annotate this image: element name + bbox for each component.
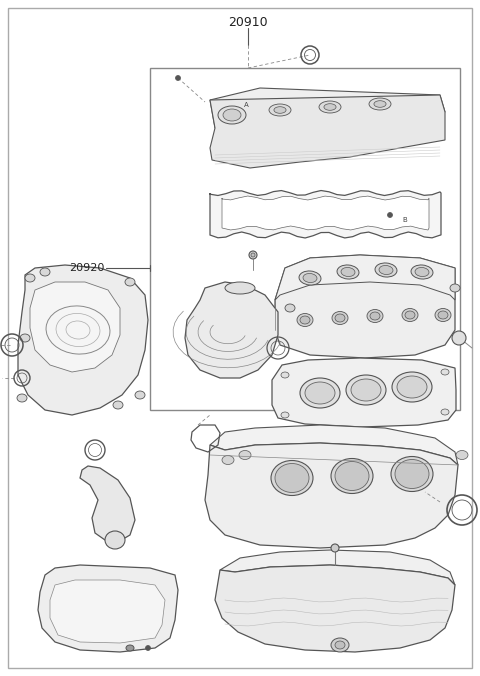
Ellipse shape	[135, 391, 145, 399]
Ellipse shape	[387, 212, 393, 218]
Ellipse shape	[391, 456, 433, 491]
Ellipse shape	[367, 310, 383, 322]
Ellipse shape	[402, 308, 418, 322]
Polygon shape	[210, 95, 445, 168]
Polygon shape	[272, 358, 456, 427]
Ellipse shape	[335, 314, 345, 322]
Ellipse shape	[392, 372, 432, 402]
Ellipse shape	[395, 460, 429, 489]
Polygon shape	[210, 88, 445, 135]
Text: A: A	[244, 102, 248, 108]
Ellipse shape	[223, 109, 241, 121]
Ellipse shape	[452, 331, 466, 345]
Polygon shape	[275, 255, 455, 300]
Polygon shape	[18, 265, 148, 415]
Ellipse shape	[281, 412, 289, 418]
Ellipse shape	[415, 268, 429, 276]
Ellipse shape	[271, 460, 313, 496]
Ellipse shape	[405, 311, 415, 319]
Polygon shape	[222, 196, 429, 230]
Ellipse shape	[125, 278, 135, 286]
Polygon shape	[80, 466, 135, 542]
Ellipse shape	[303, 274, 317, 283]
Text: B: B	[403, 217, 408, 223]
Ellipse shape	[331, 458, 373, 493]
Ellipse shape	[397, 376, 427, 398]
Ellipse shape	[331, 544, 339, 552]
Ellipse shape	[375, 263, 397, 277]
Ellipse shape	[332, 312, 348, 324]
Ellipse shape	[335, 641, 345, 649]
Ellipse shape	[269, 104, 291, 116]
Ellipse shape	[369, 98, 391, 110]
Ellipse shape	[25, 274, 35, 282]
Ellipse shape	[335, 462, 369, 491]
Polygon shape	[30, 282, 120, 372]
Ellipse shape	[346, 375, 386, 405]
Ellipse shape	[249, 251, 257, 259]
Ellipse shape	[351, 379, 381, 401]
Ellipse shape	[222, 456, 234, 464]
Ellipse shape	[299, 271, 321, 285]
Polygon shape	[205, 443, 458, 548]
Ellipse shape	[281, 372, 289, 378]
Ellipse shape	[105, 531, 125, 549]
Ellipse shape	[305, 382, 335, 404]
Polygon shape	[215, 565, 455, 652]
Ellipse shape	[441, 409, 449, 415]
Ellipse shape	[324, 103, 336, 110]
Ellipse shape	[225, 282, 255, 294]
Ellipse shape	[218, 106, 246, 124]
Polygon shape	[38, 565, 178, 652]
Ellipse shape	[370, 312, 380, 320]
Ellipse shape	[438, 311, 448, 319]
Bar	[150, 68, 460, 410]
Ellipse shape	[300, 316, 310, 324]
Text: 20920: 20920	[70, 263, 105, 273]
Ellipse shape	[251, 253, 255, 257]
Polygon shape	[185, 282, 278, 378]
Polygon shape	[275, 255, 455, 358]
Ellipse shape	[374, 101, 386, 107]
Ellipse shape	[145, 646, 151, 650]
Text: 20910: 20910	[228, 16, 268, 28]
Ellipse shape	[239, 450, 251, 460]
Ellipse shape	[113, 401, 123, 409]
Ellipse shape	[435, 308, 451, 322]
Polygon shape	[210, 425, 458, 465]
Ellipse shape	[450, 284, 460, 292]
Ellipse shape	[17, 394, 27, 402]
Ellipse shape	[411, 265, 433, 279]
Ellipse shape	[20, 334, 30, 342]
Ellipse shape	[341, 268, 355, 276]
Ellipse shape	[331, 638, 349, 652]
Ellipse shape	[300, 378, 340, 408]
Polygon shape	[210, 191, 441, 238]
Ellipse shape	[379, 266, 393, 274]
Ellipse shape	[337, 265, 359, 279]
Ellipse shape	[274, 107, 286, 114]
Ellipse shape	[441, 369, 449, 375]
Polygon shape	[220, 550, 455, 585]
Ellipse shape	[456, 450, 468, 460]
Ellipse shape	[40, 268, 50, 276]
Ellipse shape	[176, 76, 180, 80]
Ellipse shape	[275, 464, 309, 493]
Ellipse shape	[319, 101, 341, 113]
Polygon shape	[50, 580, 165, 643]
Ellipse shape	[297, 314, 313, 327]
Ellipse shape	[285, 304, 295, 312]
Ellipse shape	[126, 645, 134, 651]
